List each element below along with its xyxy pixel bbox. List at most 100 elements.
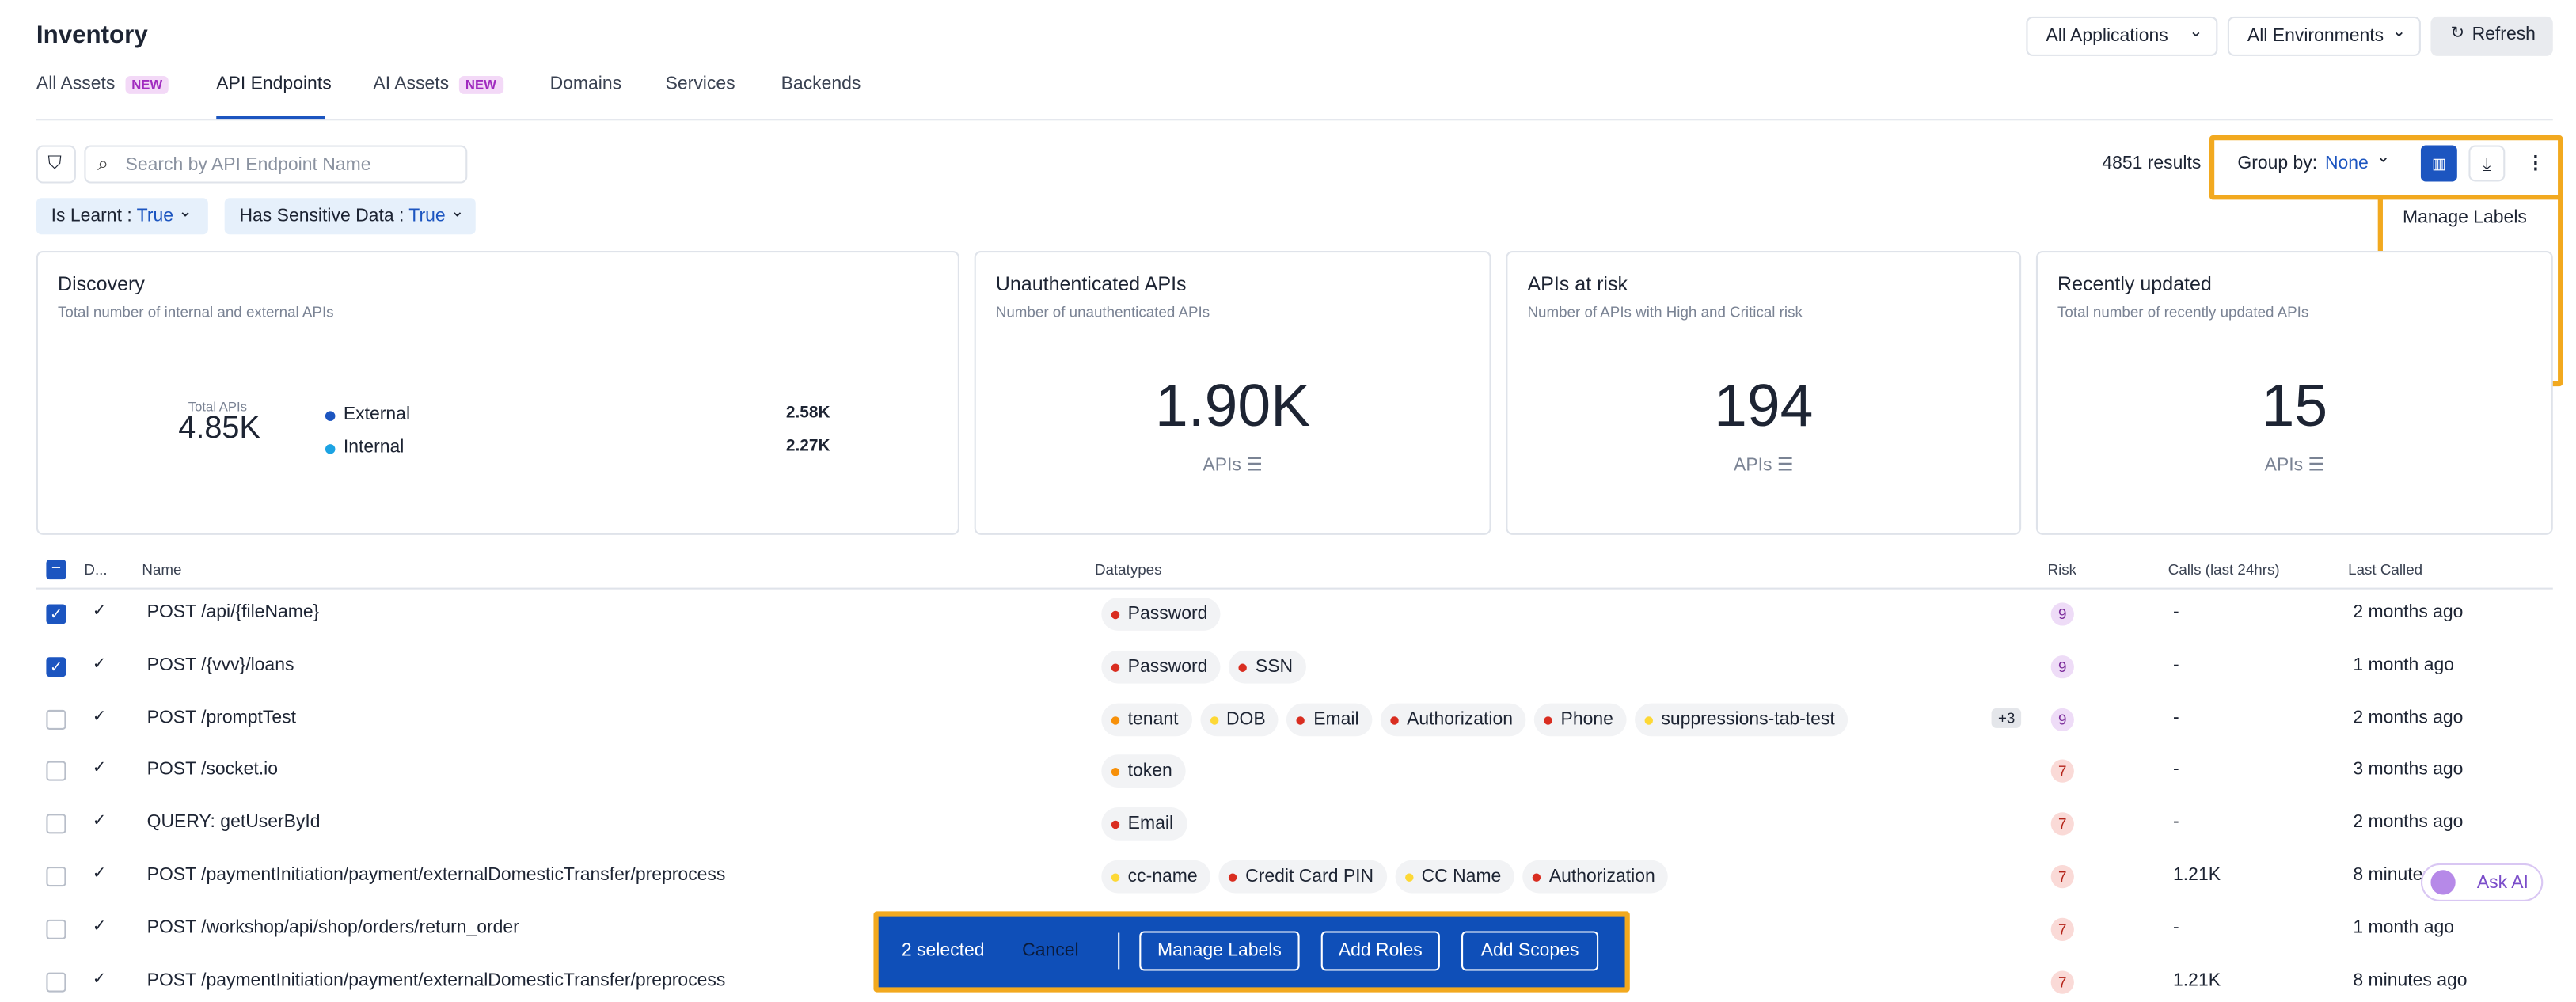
tab[interactable]: Backends bbox=[781, 74, 861, 120]
learnt-check: ✓ bbox=[92, 655, 107, 674]
datatype-chip: Email bbox=[1101, 807, 1187, 841]
calls-value: - bbox=[2173, 655, 2179, 675]
group-by-label[interactable]: Group by: bbox=[2237, 153, 2318, 174]
more-button[interactable]: ⋮ bbox=[2526, 153, 2545, 174]
legend-value: 2.27K bbox=[785, 437, 830, 456]
endpoint-name[interactable]: POST /paymentInitiation/payment/external… bbox=[146, 865, 726, 886]
row-checkbox[interactable] bbox=[46, 709, 66, 730]
datatype-dot bbox=[1210, 715, 1218, 724]
row-checkbox[interactable] bbox=[46, 761, 66, 782]
datatype-name: tenant bbox=[1127, 709, 1179, 730]
card-title: Unauthenticated APIs bbox=[995, 272, 1187, 296]
card-subtitle: Total number of internal and external AP… bbox=[58, 303, 334, 321]
learnt-check: ✓ bbox=[92, 970, 107, 989]
metric-unit: APIs ☰ bbox=[1203, 455, 1263, 476]
endpoint-name[interactable]: POST /api/{fileName} bbox=[146, 602, 320, 623]
column-header[interactable]: Risk bbox=[2047, 561, 2077, 579]
learnt-check: ✓ bbox=[92, 708, 107, 726]
group-by-value[interactable]: None bbox=[2324, 153, 2369, 174]
legend-dot bbox=[325, 444, 336, 454]
column-header[interactable]: Name bbox=[142, 561, 182, 579]
bar-button[interactable]: Add Scopes bbox=[1461, 931, 1599, 971]
ask-ai-button[interactable]: Ask AI bbox=[2420, 863, 2544, 901]
tab[interactable]: AI Assets NEW bbox=[373, 74, 503, 120]
env-filter[interactable]: All Environments ⌄ bbox=[2227, 16, 2421, 56]
learnt-check: ✓ bbox=[92, 602, 107, 621]
row-checkbox[interactable] bbox=[46, 971, 66, 992]
datatype-name: Authorization bbox=[1548, 867, 1655, 887]
datatype-dot bbox=[1239, 663, 1248, 672]
risk-badge: 7 bbox=[2050, 760, 2074, 784]
datatype-dot bbox=[1297, 715, 1305, 724]
metric-value: 194 bbox=[1714, 371, 1814, 439]
datatype-dot bbox=[1111, 873, 1120, 882]
tab-badge: NEW bbox=[458, 75, 503, 94]
filter-chip[interactable]: Has Sensitive Data : True ⌄ bbox=[224, 198, 476, 235]
datatype-name: Password bbox=[1127, 604, 1208, 624]
row-checkbox[interactable] bbox=[46, 814, 66, 834]
endpoint-name[interactable]: POST /paymentInitiation/payment/external… bbox=[146, 970, 726, 990]
row-checkbox[interactable] bbox=[46, 867, 66, 887]
app-filter[interactable]: All Applications ⌄ bbox=[2026, 16, 2218, 56]
download-button[interactable]: ⤓ bbox=[2468, 145, 2506, 182]
tab-label: Backends bbox=[781, 74, 861, 94]
endpoint-name[interactable]: POST /workshop/api/shop/orders/return_or… bbox=[146, 917, 519, 938]
endpoint-name[interactable]: QUERY: getUserById bbox=[146, 812, 321, 833]
learnt-check: ✓ bbox=[92, 760, 107, 779]
filter-button[interactable]: ⛉ bbox=[36, 145, 76, 184]
menu-item[interactable]: Manage Labels bbox=[2402, 207, 2527, 228]
filter-chip[interactable]: Is Learnt : True ⌄ bbox=[36, 198, 208, 235]
datatype-chip: cc-name bbox=[1101, 860, 1211, 894]
row-checkbox[interactable]: ✓ bbox=[46, 656, 66, 677]
endpoint-name[interactable]: POST /promptTest bbox=[146, 708, 296, 728]
app-filter-label: All Applications bbox=[2046, 26, 2168, 47]
refresh-button[interactable]: ↻ Refresh bbox=[2430, 16, 2553, 56]
column-header[interactable]: Datatypes bbox=[1094, 561, 1162, 579]
legend-name: External bbox=[343, 404, 411, 425]
column-header: D... bbox=[84, 561, 108, 579]
metric-value: 1.90K bbox=[1154, 371, 1311, 439]
tab[interactable]: Domains bbox=[550, 74, 622, 120]
header-checkbox[interactable]: − bbox=[46, 560, 66, 580]
column-header[interactable]: Calls (last 24hrs) bbox=[2168, 561, 2280, 579]
datatype-name: cc-name bbox=[1127, 867, 1198, 887]
datatype-name: DOB bbox=[1225, 709, 1266, 730]
endpoint-name[interactable]: POST /{vvv}/loans bbox=[146, 655, 294, 675]
tab[interactable]: All Assets NEW bbox=[36, 74, 169, 120]
search-icon: ⌕ bbox=[97, 151, 109, 176]
datatype-chip: Password bbox=[1101, 650, 1222, 684]
donut-center-value: 4.85K bbox=[178, 411, 260, 446]
chart-view-button[interactable]: ▥ bbox=[2420, 145, 2457, 182]
endpoint-name[interactable]: POST /socket.io bbox=[146, 760, 279, 780]
tab-badge: NEW bbox=[124, 75, 169, 94]
datatype-name: SSN bbox=[1255, 656, 1294, 677]
row-checkbox[interactable] bbox=[46, 919, 66, 939]
datatype-chip: tenant bbox=[1101, 702, 1192, 736]
tab-label: All Assets bbox=[36, 74, 116, 94]
learnt-check: ✓ bbox=[92, 917, 107, 936]
datatype-chip: Credit Card PIN bbox=[1218, 860, 1387, 894]
ask-ai-label: Ask AI bbox=[2476, 873, 2529, 894]
datatype-name: Email bbox=[1313, 709, 1359, 730]
tab[interactable]: API Endpoints bbox=[216, 74, 332, 120]
datatype-dot bbox=[1111, 610, 1120, 620]
column-header[interactable]: Last Called bbox=[2348, 561, 2423, 579]
row-checkbox[interactable]: ✓ bbox=[46, 604, 66, 624]
cancel-button[interactable]: Cancel bbox=[1022, 940, 1079, 961]
tab[interactable]: Services bbox=[666, 74, 735, 120]
bar-button[interactable]: Add Roles bbox=[1320, 931, 1440, 971]
datatype-dot bbox=[1644, 715, 1653, 724]
datatype-dot bbox=[1404, 873, 1414, 882]
card-title: Recently updated bbox=[2057, 272, 2212, 296]
learnt-check: ✓ bbox=[92, 865, 107, 883]
risk-badge: 7 bbox=[2050, 917, 2074, 941]
datatype-dot bbox=[1111, 663, 1120, 672]
tab-label: Domains bbox=[549, 74, 622, 94]
datatype-chip: Email bbox=[1286, 702, 1373, 736]
calls-value: 1.21K bbox=[2173, 865, 2221, 886]
bar-button[interactable]: Manage Labels bbox=[1139, 931, 1300, 971]
datatype-dot bbox=[1229, 873, 1237, 882]
calls-value: - bbox=[2173, 708, 2179, 728]
search-box[interactable]: ⌕ Search by API Endpoint Name bbox=[84, 145, 468, 184]
